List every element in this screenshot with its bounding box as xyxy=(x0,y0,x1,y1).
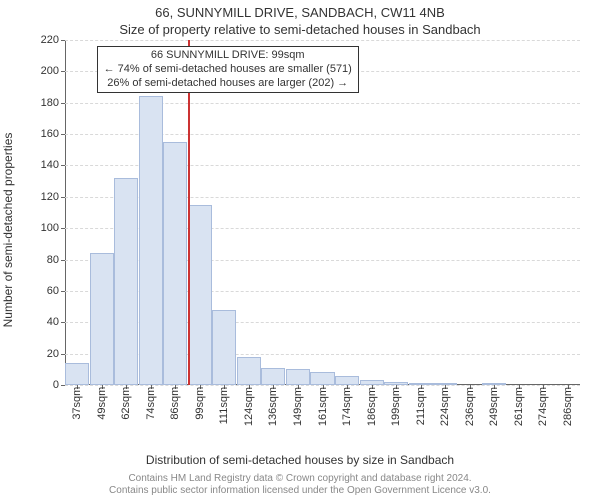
xtick-label: 274sqm xyxy=(537,387,549,426)
histogram-bar xyxy=(212,310,236,385)
annotation-line1: 66 SUNNYMILL DRIVE: 99sqm xyxy=(104,49,352,63)
y-axis-label: Number of semi-detached properties xyxy=(1,133,15,328)
xtick-label: 186sqm xyxy=(366,387,378,426)
ytick-label: 20 xyxy=(47,348,65,360)
xtick-label: 211sqm xyxy=(415,387,427,425)
ytick-label: 120 xyxy=(41,191,65,203)
histogram-bar xyxy=(65,363,89,385)
x-axis-label: Distribution of semi-detached houses by … xyxy=(0,453,600,467)
xtick-label: 161sqm xyxy=(317,387,329,426)
footer-line1: Contains HM Land Registry data © Crown c… xyxy=(0,473,600,484)
xtick-label: 124sqm xyxy=(243,387,255,426)
ytick-label: 160 xyxy=(41,128,65,140)
histogram-bar xyxy=(188,205,212,385)
xtick-label: 49sqm xyxy=(96,387,108,420)
ytick-label: 140 xyxy=(41,159,65,171)
xtick-label: 174sqm xyxy=(341,387,353,426)
xtick-label: 149sqm xyxy=(292,387,304,426)
xtick-label: 236sqm xyxy=(464,387,476,426)
xtick-label: 136sqm xyxy=(267,387,279,426)
histogram-bar xyxy=(139,96,163,385)
xtick-label: 249sqm xyxy=(488,387,500,426)
histogram-bar xyxy=(90,253,114,385)
ytick-label: 60 xyxy=(47,285,65,297)
histogram-bar xyxy=(237,357,261,385)
ytick-label: 80 xyxy=(47,254,65,266)
histogram-bar xyxy=(261,368,285,385)
annotation-line3: 26% of semi-detached houses are larger (… xyxy=(104,77,352,91)
footer-line2: Contains public sector information licen… xyxy=(0,485,600,496)
annotation-box: 66 SUNNYMILL DRIVE: 99sqm ← 74% of semi-… xyxy=(97,46,359,93)
annotation-line2: ← 74% of semi-detached houses are smalle… xyxy=(104,63,352,77)
xtick-label: 261sqm xyxy=(513,387,525,426)
histogram-bar xyxy=(114,178,138,385)
chart-title-line2: Size of property relative to semi-detach… xyxy=(0,22,600,37)
xtick-label: 37sqm xyxy=(71,387,83,420)
y-axis-line xyxy=(65,40,66,385)
ytick-label: 100 xyxy=(41,222,65,234)
xtick-label: 286sqm xyxy=(562,387,574,426)
xtick-label: 199sqm xyxy=(390,387,402,426)
ytick-label: 0 xyxy=(53,379,65,391)
histogram-bar xyxy=(286,369,310,385)
xtick-label: 86sqm xyxy=(169,387,181,420)
plot-area: 02040608010012014016018020022037sqm49sqm… xyxy=(65,40,580,385)
chart-container: 66, SUNNYMILL DRIVE, SANDBACH, CW11 4NB … xyxy=(0,0,600,500)
ytick-label: 180 xyxy=(41,97,65,109)
ytick-label: 40 xyxy=(47,316,65,328)
xtick-label: 111sqm xyxy=(218,387,230,425)
ytick-label: 200 xyxy=(41,65,65,77)
histogram-bar xyxy=(163,142,187,385)
histogram-bar xyxy=(335,376,359,385)
ytick-label: 220 xyxy=(41,34,65,46)
gridline xyxy=(65,40,580,41)
xtick-label: 74sqm xyxy=(145,387,157,420)
histogram-bar xyxy=(310,372,334,385)
xtick-label: 99sqm xyxy=(194,387,206,420)
xtick-label: 224sqm xyxy=(439,387,451,426)
xtick-label: 62sqm xyxy=(120,387,132,420)
chart-title-line1: 66, SUNNYMILL DRIVE, SANDBACH, CW11 4NB xyxy=(0,5,600,20)
